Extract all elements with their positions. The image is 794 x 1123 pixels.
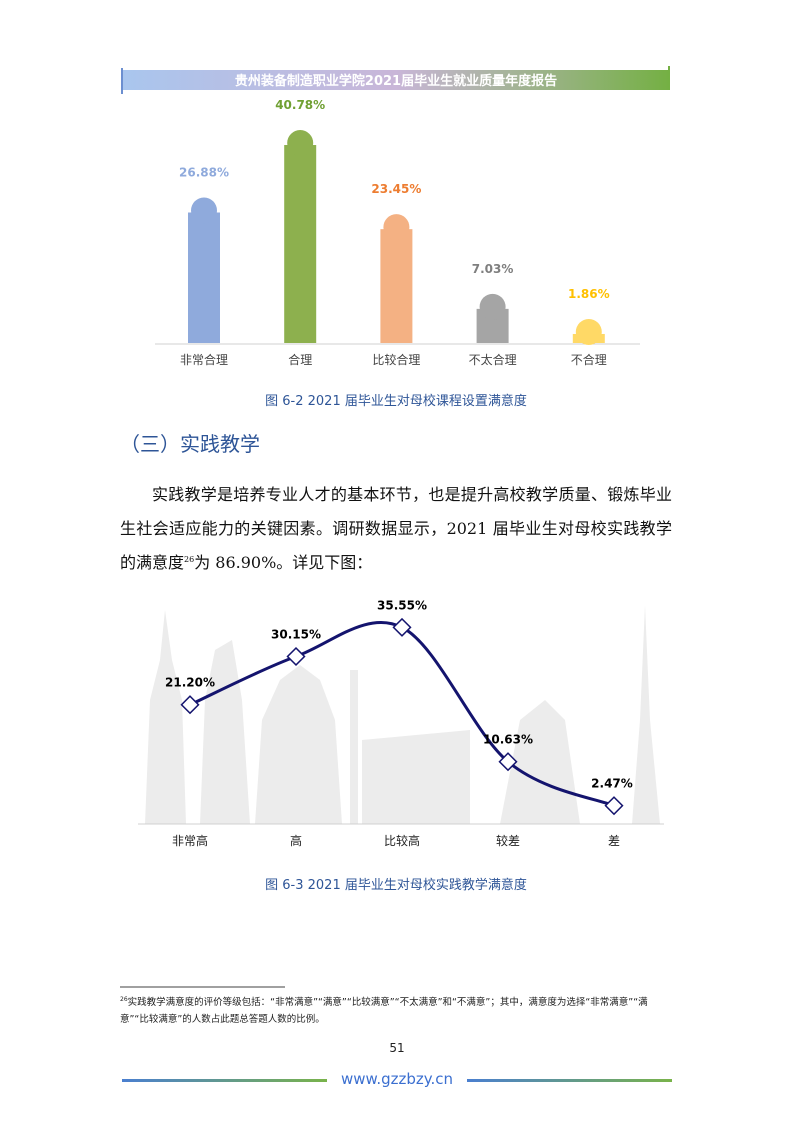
header-bar [122, 70, 670, 90]
bar [284, 145, 317, 343]
header-title: 贵州装备制造职业学院2021届毕业生就业质量年度报告 [235, 73, 557, 89]
x-tick-label: 较差 [496, 833, 520, 848]
data-label: 30.15% [271, 627, 321, 641]
footnote: 26实践教学满意度的评价等级包括：“非常满意”“满意”“比较满意”“不太满意”和… [120, 994, 672, 1028]
data-label: 2.47% [591, 777, 633, 791]
data-label: 21.20% [165, 676, 215, 690]
footer-rule [122, 1079, 327, 1082]
marker [180, 695, 200, 715]
data-label: 10.63% [483, 733, 533, 747]
x-tick-label: 差 [608, 834, 620, 848]
data-label: 23.45% [371, 182, 421, 196]
text: 实践教学是培养专业人才的基本环节，也是提升高校教学质量、锻炼毕业生社会适应能力的… [120, 485, 672, 572]
text: 为 86.90%。详见下图： [194, 553, 373, 572]
marker [604, 796, 624, 816]
x-tick-label: 不太合理 [469, 352, 517, 367]
footer-url: www.gzzbzy.cn [341, 1070, 453, 1088]
bar [188, 212, 220, 343]
x-tick-label: 非常高 [172, 833, 208, 848]
footnote-text: 实践教学满意度的评价等级包括：“非常满意”“满意”“比较满意”“不太满意”和“不… [120, 997, 648, 1025]
background-silhouettes [145, 605, 660, 824]
x-tick-label: 非常合理 [180, 352, 228, 367]
data-label: 1.86% [568, 287, 610, 301]
footnote-number: 26 [120, 996, 128, 1003]
footer-rule [467, 1079, 672, 1082]
bar-cap [575, 318, 602, 345]
x-tick-label: 比较高 [384, 833, 420, 848]
data-label: 40.78% [275, 98, 325, 112]
x-tick-label: 比较合理 [372, 352, 420, 367]
marker [392, 617, 412, 637]
x-tick-label: 合理 [288, 352, 312, 367]
caption: 图 6-2 2021 届毕业生对母校课程设置满意度 [265, 393, 527, 409]
x-tick-label: 不合理 [571, 352, 607, 367]
bar [380, 229, 413, 343]
footnote-ref: 26 [184, 555, 195, 564]
bar-cap [287, 130, 314, 157]
data-label: 26.88% [179, 165, 229, 179]
data-label: 7.03% [472, 262, 514, 276]
marker [286, 646, 306, 667]
x-tick-label: 高 [290, 833, 302, 848]
bar-cap [479, 293, 506, 320]
page-number: 51 [389, 1041, 404, 1055]
marker [498, 752, 518, 772]
section-heading: （三）实践教学 [120, 432, 260, 456]
bar-cap [191, 197, 217, 224]
caption: 图 6-3 2021 届毕业生对母校实践教学满意度 [265, 877, 527, 893]
paragraph: 实践教学是培养专业人才的基本环节，也是提升高校教学质量、锻炼毕业生社会适应能力的… [120, 478, 672, 580]
data-label: 35.55% [377, 598, 427, 612]
bar-cap [383, 214, 410, 241]
